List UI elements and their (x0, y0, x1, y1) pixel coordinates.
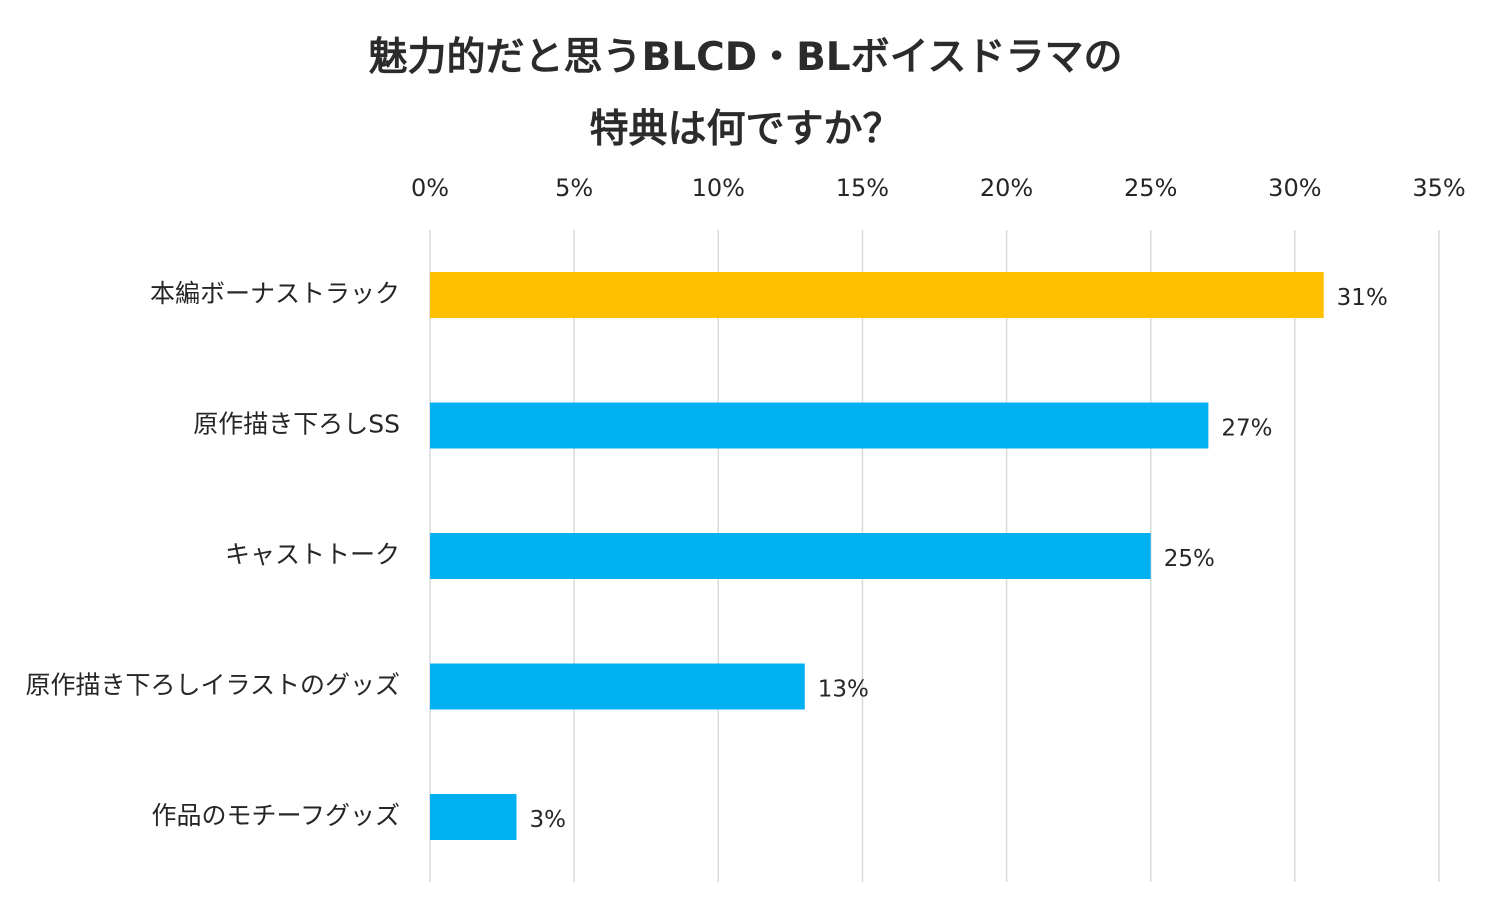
data-label: 13% (818, 677, 869, 703)
data-label: 25% (1164, 546, 1215, 572)
category-label: 原作描き下ろしSS (193, 410, 400, 439)
x-tick-label: 10% (692, 174, 745, 202)
x-tick-label: 30% (1268, 174, 1321, 202)
x-tick-label: 15% (836, 174, 889, 202)
x-tick-label: 5% (555, 174, 593, 202)
bar (430, 794, 517, 840)
bar (430, 272, 1324, 318)
bar (430, 402, 1209, 449)
bars (430, 272, 1324, 840)
chart-title-line-2: 特典は何ですか？ (589, 107, 902, 152)
x-axis-ticks: 0% 5% 10% 15% 20% 25% 30% 35% (411, 174, 1466, 202)
x-tick-label: 35% (1412, 174, 1465, 202)
data-label: 27% (1221, 416, 1272, 442)
x-tick-label: 20% (980, 174, 1033, 202)
category-label: 原作描き下ろしイラストのグッズ (25, 671, 400, 700)
category-label: キャストトーク (225, 540, 400, 569)
x-tick-label: 25% (1124, 174, 1177, 202)
data-labels: 31% 27% 25% 13% 3% (529, 285, 1387, 833)
x-tick-label: 0% (411, 174, 449, 202)
bar (430, 533, 1151, 579)
data-label: 3% (529, 807, 566, 833)
category-label: 本編ボーナストラック (150, 279, 400, 308)
chart-title-line-1: 魅力的だと思うBLCD・BLボイスドラマの (368, 35, 1123, 80)
data-label: 31% (1337, 285, 1388, 311)
bar (430, 663, 805, 710)
category-label: 作品のモチーフグッズ (151, 801, 400, 830)
